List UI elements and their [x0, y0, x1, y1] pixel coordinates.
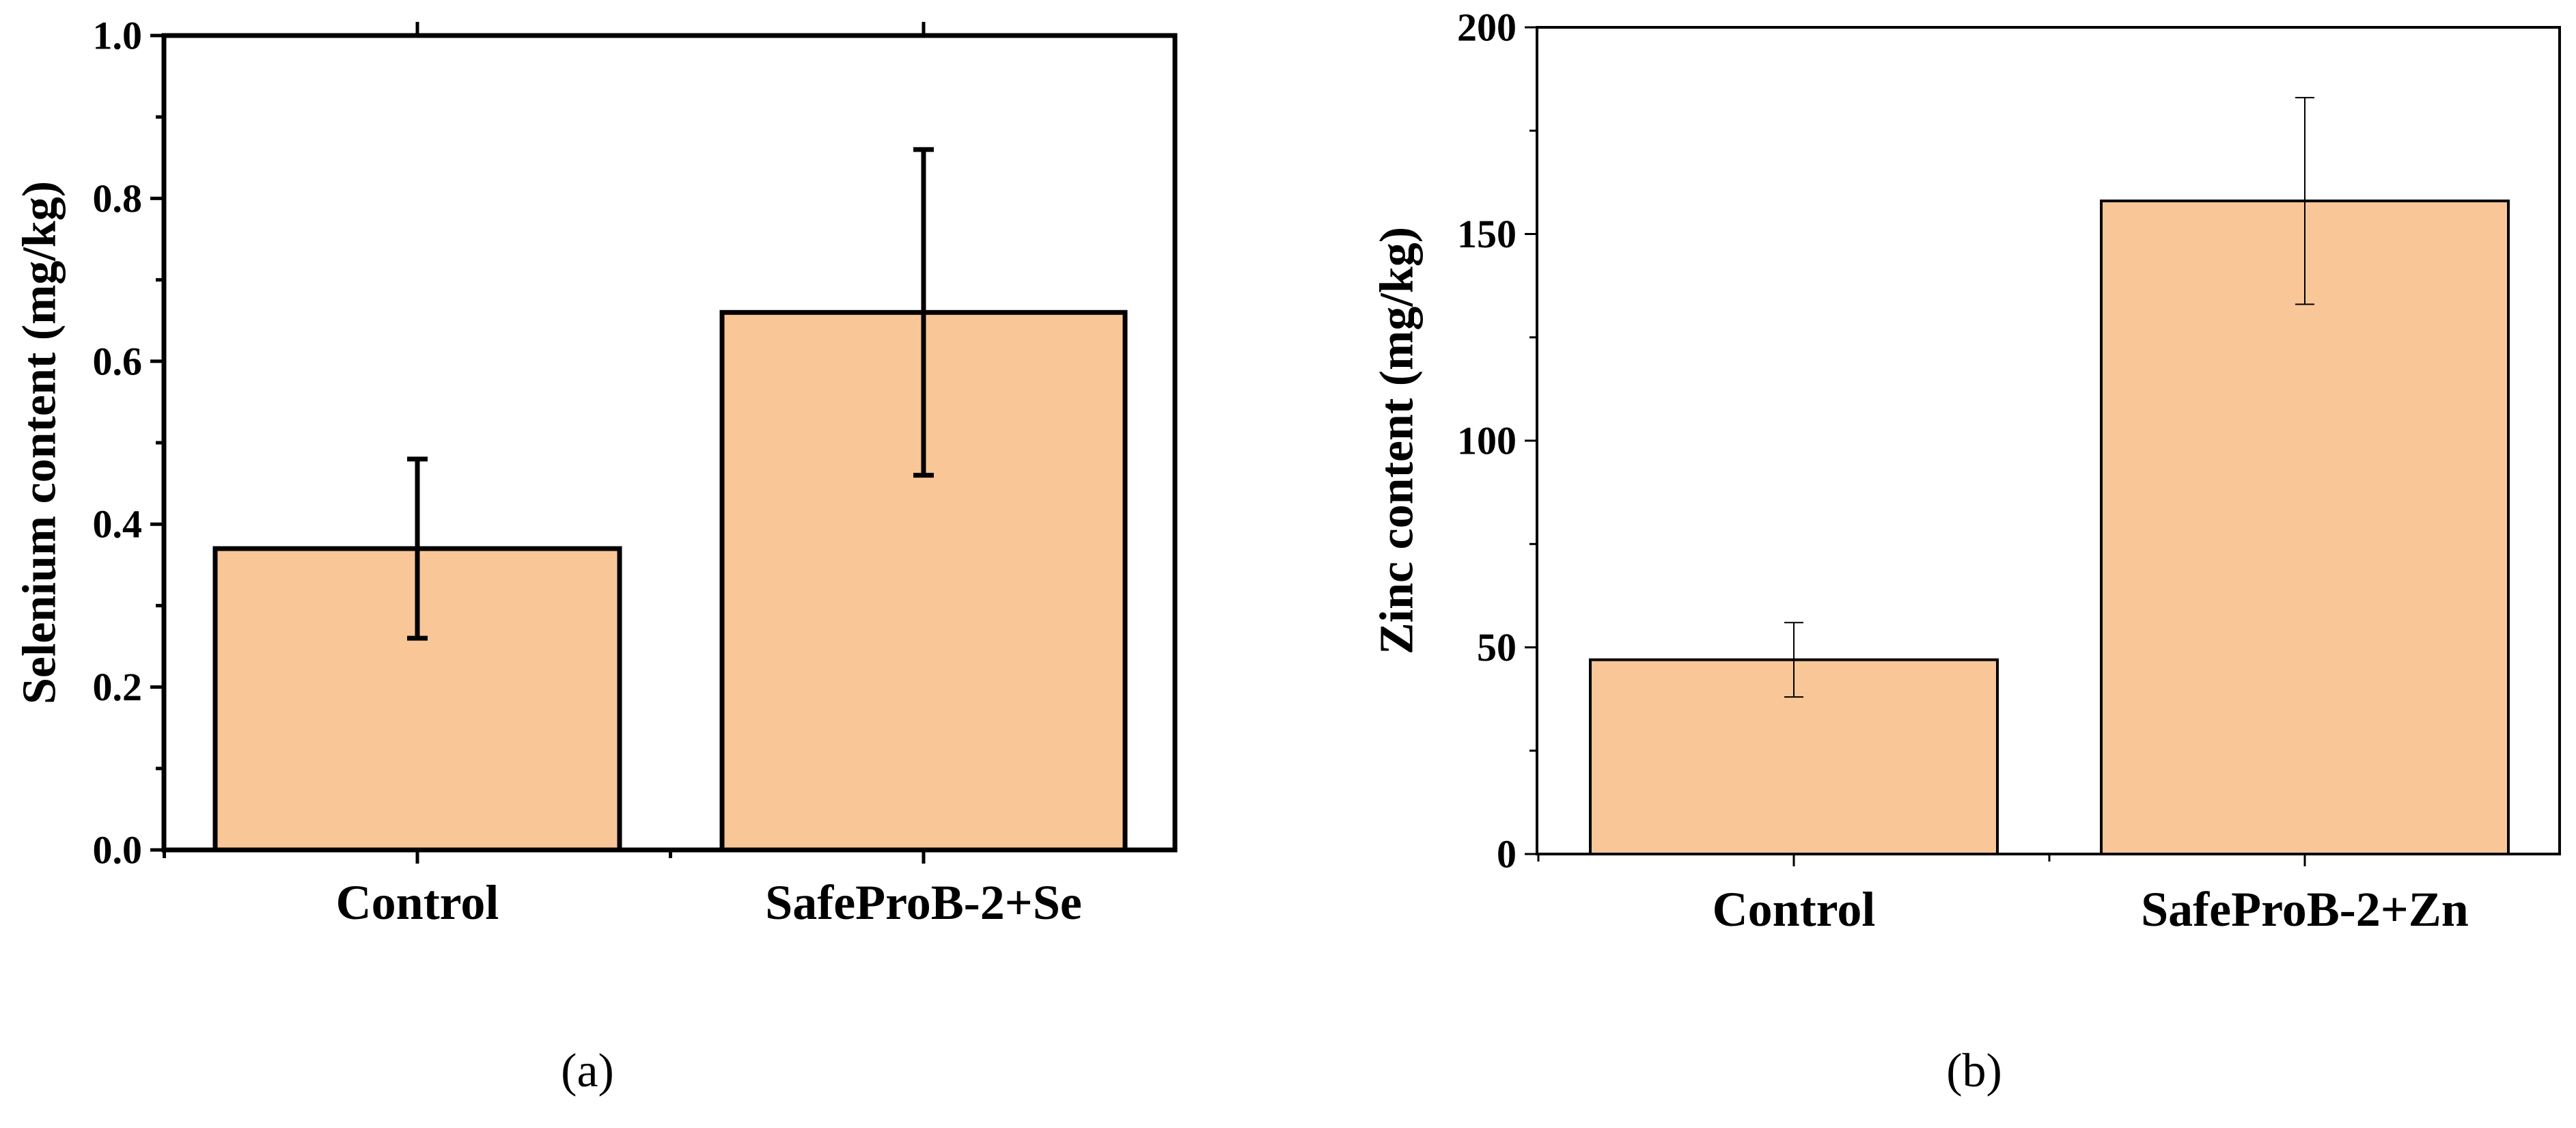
panel-label: (a) — [561, 1045, 614, 1097]
chart-panel-a: 0.0 0.2 0.4 0.6 0.8 1.0 Control SafeProB-2+Se Se… — [14, 14, 1178, 1097]
error-bar-safeprob-2-se — [913, 147, 934, 478]
y-tick-label: 100 — [1457, 419, 1516, 463]
y-tick-label: 0.8 — [93, 176, 143, 221]
y-tick-label: 0.0 — [93, 828, 143, 872]
y-tick-label: 0 — [1497, 832, 1516, 877]
y-tick-label: 50 — [1477, 625, 1516, 670]
category-label: Control — [336, 875, 499, 930]
y-tick-label: 150 — [1457, 212, 1516, 256]
y-tick-label: 1.0 — [93, 14, 143, 58]
chart-panel-b: 0 50 100 150 200 Control SafeProB-2+Zn Zinc con… — [1371, 5, 2561, 1097]
error-bar-control — [1784, 622, 1803, 698]
y-axis-title: Zinc content (mg/kg) — [1371, 227, 1424, 655]
y-tick-label: 200 — [1457, 5, 1516, 50]
panel-label: (b) — [1946, 1045, 2002, 1097]
bar-control — [1589, 658, 1999, 856]
category-label: Control — [1713, 882, 1876, 937]
category-label: SafeProB-2+Se — [765, 875, 1082, 930]
y-tick-label: 0.6 — [93, 339, 143, 383]
error-bar-safeprob-2-zn — [2295, 96, 2314, 305]
y-tick-label: 0.2 — [93, 665, 143, 709]
y-axis-title: Selenium content (mg/kg) — [14, 181, 66, 704]
bar-safeprob-2-zn — [2100, 200, 2510, 856]
category-label: SafeProB-2+Zn — [2141, 882, 2469, 937]
y-tick-label: 0.4 — [93, 502, 143, 547]
error-bar-control — [407, 456, 428, 641]
